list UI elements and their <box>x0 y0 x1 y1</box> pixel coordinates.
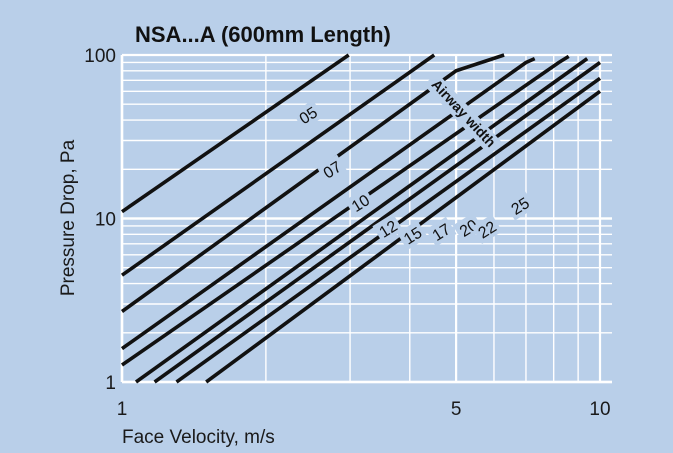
series-line-07 <box>120 53 436 277</box>
series-label-group-20: 20 <box>452 212 484 243</box>
series-label-group-10: 10 <box>344 187 376 218</box>
series-label-group-05: 05 <box>292 100 324 130</box>
series-label-bg <box>396 220 428 251</box>
chart-title: NSA...A (600mm Length) <box>135 22 391 47</box>
series-label-bg <box>425 216 457 247</box>
series-label-bg <box>344 187 376 218</box>
x-tick-label: 5 <box>451 399 462 420</box>
series-label-bg <box>372 213 404 244</box>
series-line-20 <box>153 61 602 384</box>
series-label-12: 12 <box>377 218 401 242</box>
annotation-bg <box>423 72 503 156</box>
series-label-bg <box>504 190 536 221</box>
y-tick-label: 100 <box>84 46 116 67</box>
series-label-bg <box>292 100 324 130</box>
series-label-15: 15 <box>401 224 425 248</box>
series-label-05: 05 <box>297 104 321 128</box>
x-tick-label: 1 <box>117 399 128 420</box>
series-label-group-15: 15 <box>396 220 428 251</box>
y-axis-title: Pressure Drop, Pa <box>58 139 79 296</box>
series-label-group-17: 17 <box>425 216 457 247</box>
series-label-bg <box>452 212 484 243</box>
series-label-07: 07 <box>321 159 345 183</box>
y-tick-label: 1 <box>105 373 116 394</box>
x-axis-title: Face Velocity, m/s <box>122 427 275 448</box>
series-label-22: 22 <box>476 218 500 242</box>
series-label-group-07: 07 <box>316 154 348 185</box>
series-line-12 <box>120 56 536 351</box>
series-label-group-12: 12 <box>372 213 404 244</box>
series-line-05 <box>120 53 350 214</box>
series-line-10 <box>120 53 505 313</box>
series-label-group-25: 25 <box>504 190 536 221</box>
y-tick-label: 10 <box>95 210 116 231</box>
series-label-20: 20 <box>457 217 481 241</box>
series-label-bg <box>471 214 503 245</box>
series-line-17 <box>134 57 589 384</box>
series-label-10: 10 <box>349 192 373 216</box>
series-label-bg <box>316 154 348 185</box>
series-line-15 <box>120 54 570 367</box>
series-label-17: 17 <box>430 221 454 245</box>
series-label-25: 25 <box>509 195 533 219</box>
series-group <box>120 53 602 384</box>
x-tick-label: 10 <box>589 399 610 420</box>
series-label-group-22: 22 <box>471 214 503 245</box>
